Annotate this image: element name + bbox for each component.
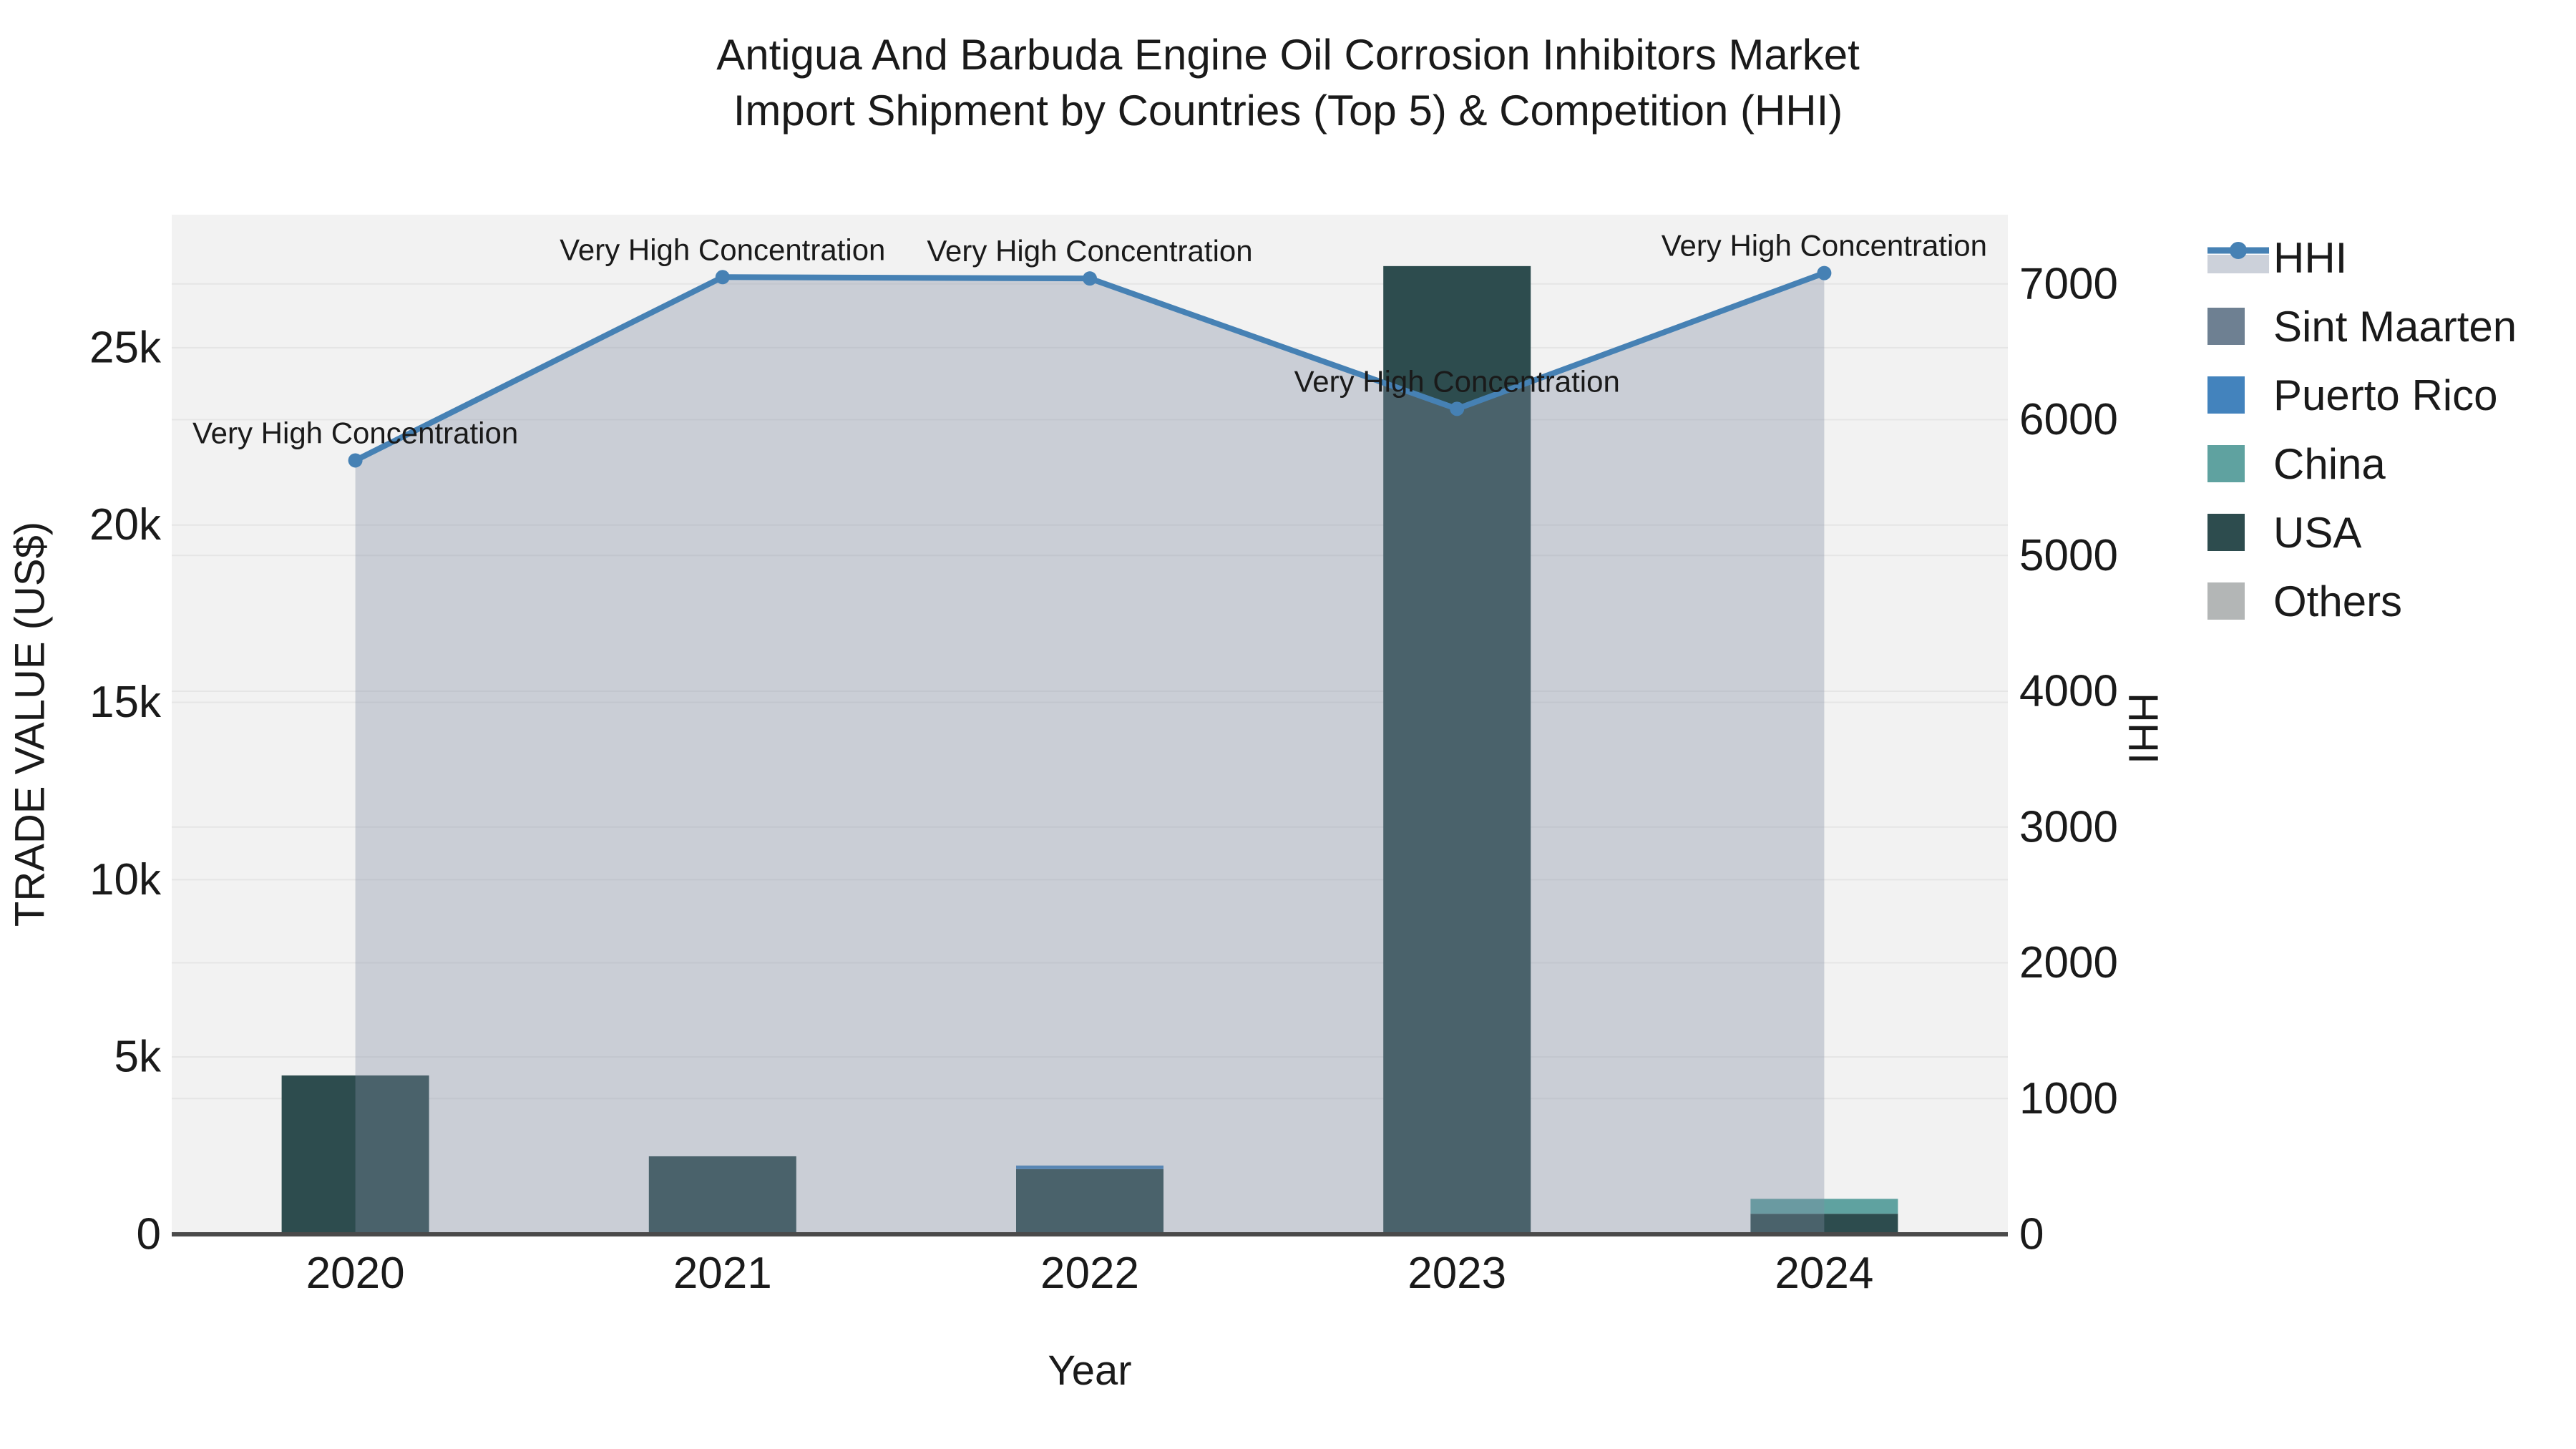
bar-usa-2022[interactable] bbox=[1016, 1169, 1163, 1234]
annotation-2023: Very High Concentration bbox=[1294, 364, 1620, 398]
annotation-2020: Very High Concentration bbox=[192, 416, 518, 449]
bar-china-2024[interactable] bbox=[1750, 1199, 1898, 1214]
left-tick-5k: 5k bbox=[114, 1033, 162, 1082]
right-tick-0: 0 bbox=[2019, 1210, 2044, 1259]
chart-title: Antigua And Barbuda Engine Oil Corrosion… bbox=[0, 27, 2576, 139]
left-axis-title: TRADE VALUE (US$) bbox=[6, 521, 54, 927]
hhi-marker-2022[interactable] bbox=[1083, 271, 1097, 286]
x-tick-2021: 2021 bbox=[673, 1249, 772, 1298]
legend-item-others[interactable]: Others bbox=[2207, 567, 2517, 635]
bar-usa-2023[interactable] bbox=[1383, 265, 1531, 1234]
x-tick-2020: 2020 bbox=[306, 1249, 405, 1298]
x-tick-2022: 2022 bbox=[1040, 1249, 1139, 1298]
legend-item-puerto-rico[interactable]: Puerto Rico bbox=[2207, 361, 2517, 429]
legend-item-china[interactable]: China bbox=[2207, 429, 2517, 498]
right-tick-7000: 7000 bbox=[2019, 259, 2118, 308]
bar-usa-2020[interactable] bbox=[281, 1075, 429, 1234]
annotation-2021: Very High Concentration bbox=[560, 233, 885, 266]
x-tick-2024: 2024 bbox=[1775, 1249, 1873, 1298]
hhi-marker-2020[interactable] bbox=[348, 453, 363, 468]
chart-title-line1: Antigua And Barbuda Engine Oil Corrosion… bbox=[716, 31, 1860, 79]
legend-swatch-sint-maarten bbox=[2207, 308, 2245, 345]
legend-swatch-puerto-rico bbox=[2207, 376, 2245, 414]
legend-label: Puerto Rico bbox=[2273, 371, 2498, 419]
legend-label: USA bbox=[2273, 508, 2362, 557]
legend-swatch-others bbox=[2207, 582, 2245, 620]
bar-usa-2021[interactable] bbox=[648, 1156, 796, 1234]
annotation-2022: Very High Concentration bbox=[927, 234, 1252, 268]
right-tick-4000: 4000 bbox=[2019, 667, 2118, 716]
legend-swatch-usa bbox=[2207, 514, 2245, 551]
right-tick-5000: 5000 bbox=[2019, 531, 2118, 580]
legend-label: China bbox=[2273, 439, 2386, 488]
right-tick-1000: 1000 bbox=[2019, 1074, 2118, 1123]
hhi-marker-2021[interactable] bbox=[715, 270, 730, 285]
legend-label: HHI bbox=[2273, 233, 2348, 282]
hhi-marker-2024[interactable] bbox=[1817, 265, 1832, 280]
right-tick-2000: 2000 bbox=[2019, 938, 2118, 987]
bar-usa-2024[interactable] bbox=[1750, 1214, 1898, 1234]
legend-label: Sint Maarten bbox=[2273, 302, 2517, 351]
chart-title-line2: Import Shipment by Countries (Top 5) & C… bbox=[733, 87, 1843, 135]
bar-puerto-rico-2022[interactable] bbox=[1016, 1165, 1163, 1169]
hhi-area-fill bbox=[355, 273, 1825, 1235]
left-tick-15k: 15k bbox=[89, 678, 162, 727]
legend: HHI Sint Maarten Puerto Rico China USA Others bbox=[2207, 223, 2517, 635]
left-tick-25k: 25k bbox=[89, 323, 162, 372]
legend-swatch-china bbox=[2207, 445, 2245, 482]
annotation-2024: Very High Concentration bbox=[1662, 229, 1987, 263]
legend-label: Others bbox=[2273, 577, 2403, 625]
hhi-marker-2023[interactable] bbox=[1450, 401, 1465, 416]
right-axis-title: HHI bbox=[2119, 693, 2167, 764]
x-tick-2023: 2023 bbox=[1407, 1249, 1506, 1298]
legend-hhi-line-swatch bbox=[2207, 242, 2269, 273]
legend-item-hhi[interactable]: HHI bbox=[2207, 223, 2517, 292]
left-tick-20k: 20k bbox=[89, 500, 162, 550]
legend-item-sint-maarten[interactable]: Sint Maarten bbox=[2207, 292, 2517, 361]
left-tick-10k: 10k bbox=[89, 855, 162, 904]
x-axis-title: Year bbox=[1048, 1347, 1131, 1394]
legend-item-usa[interactable]: USA bbox=[2207, 498, 2517, 567]
left-tick-0: 0 bbox=[137, 1210, 161, 1259]
right-tick-6000: 6000 bbox=[2019, 395, 2118, 444]
right-tick-3000: 3000 bbox=[2019, 802, 2118, 852]
plot-background bbox=[172, 215, 2008, 1234]
